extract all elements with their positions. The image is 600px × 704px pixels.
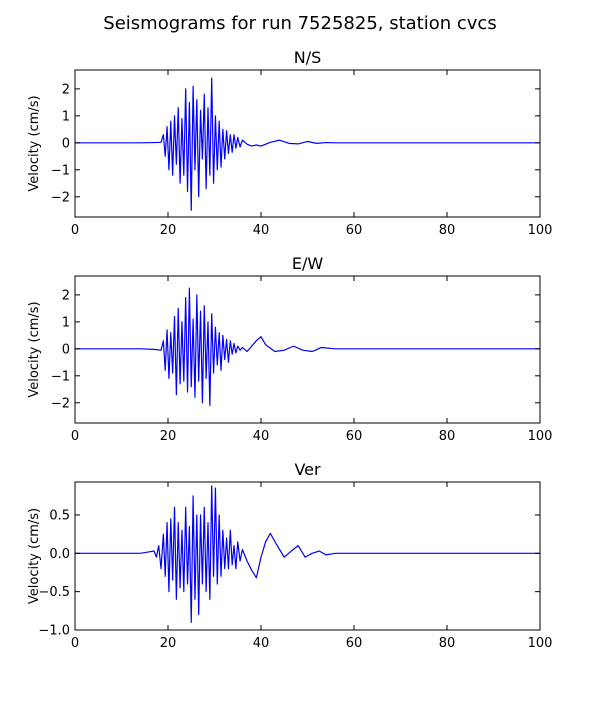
x-tick-label: 0 (71, 636, 79, 651)
x-tick-label: 80 (439, 223, 456, 238)
y-tick-label: −1 (51, 163, 70, 178)
x-tick-label: 20 (160, 429, 177, 444)
x-tick-label: 80 (439, 636, 456, 651)
y-tick-label: 0 (62, 136, 70, 151)
y-tick-label: −2 (51, 396, 70, 411)
panel-title: N/S (294, 48, 322, 67)
x-tick-label: 40 (253, 429, 270, 444)
x-tick-label: 40 (253, 636, 270, 651)
plot-frame (74, 275, 541, 424)
x-tick-label: 100 (528, 223, 553, 238)
chart-panel-3: Ver 0 20 40 60 80 100 −1.0 −0.5 0.0 0.5 Velocity (c… (27, 460, 552, 651)
x-tick-label: 60 (346, 636, 363, 651)
y-tick-label: −1 (51, 369, 70, 384)
y-tick-label: −0.5 (38, 585, 70, 600)
figure-title: Seismograms for run 7525825, station cvc… (103, 13, 496, 34)
x-tick-label: 60 (346, 223, 363, 238)
x-tick-label: 80 (439, 429, 456, 444)
y-axis-label: Velocity (cm/s) (27, 508, 42, 604)
x-tick-label: 40 (253, 223, 270, 238)
y-tick-label: −1.0 (38, 624, 70, 639)
plot-frame (74, 481, 541, 631)
chart-panel-1: N/S 0 20 40 60 80 100 −2 −1 0 1 2 Velocity (cm/s) (27, 48, 552, 238)
y-tick-label: −2 (51, 190, 70, 205)
y-axis-label: Velocity (cm/s) (27, 95, 42, 191)
x-tick-label: 0 (71, 223, 79, 238)
y-tick-label: 1 (62, 315, 70, 330)
x-tick-label: 20 (160, 223, 177, 238)
panel-title: Ver (294, 460, 321, 479)
chart-panel-2: E/W 0 20 40 60 80 100 −2 −1 0 1 2 Velocity (cm/s) (27, 254, 552, 444)
y-tick-label: 2 (62, 288, 70, 303)
x-tick-label: 0 (71, 429, 79, 444)
x-tick-label: 20 (160, 636, 177, 651)
series-line (75, 77, 540, 211)
plot-frame (74, 69, 541, 218)
y-tick-label: 0 (62, 342, 70, 357)
y-tick-label: 0.5 (49, 508, 70, 523)
series-line (75, 485, 540, 623)
y-tick-label: 2 (62, 82, 70, 97)
series-line (75, 287, 540, 407)
x-tick-label: 100 (528, 429, 553, 444)
x-tick-label: 60 (346, 429, 363, 444)
panel-title: E/W (292, 254, 324, 273)
y-tick-label: 0.0 (49, 547, 70, 562)
y-tick-label: 1 (62, 109, 70, 124)
y-axis-label: Velocity (cm/s) (27, 301, 42, 397)
x-tick-label: 100 (528, 636, 553, 651)
